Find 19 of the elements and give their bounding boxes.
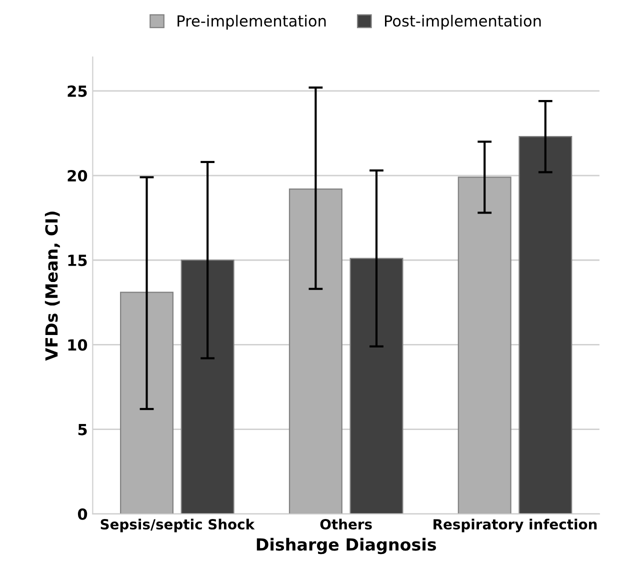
y-tick-label: 5: [78, 424, 87, 436]
y-axis-title: VFDs (Mean, CI): [44, 212, 60, 361]
bar: [350, 258, 404, 514]
y-tick-label: 25: [68, 85, 87, 97]
legend-label: Pre-implementation: [178, 14, 326, 30]
bar: [180, 260, 234, 514]
y-tick-label: 20: [68, 170, 88, 182]
y-tick-label: 0: [78, 508, 88, 520]
y-tick-label: 15: [68, 254, 87, 266]
x-axis-title: Disharge Diagnosis: [256, 538, 436, 554]
bar: [120, 292, 174, 514]
x-tick-label: Respiratory infection: [434, 518, 597, 532]
bar: [518, 136, 572, 514]
x-tick-label: Sepsis/septic Shock: [100, 518, 255, 532]
bar: [458, 176, 512, 514]
x-tick-label: Others: [320, 518, 372, 530]
legend-label: Post-implementation: [384, 14, 541, 30]
bar: [288, 188, 342, 514]
y-tick-label: 10: [68, 339, 88, 351]
